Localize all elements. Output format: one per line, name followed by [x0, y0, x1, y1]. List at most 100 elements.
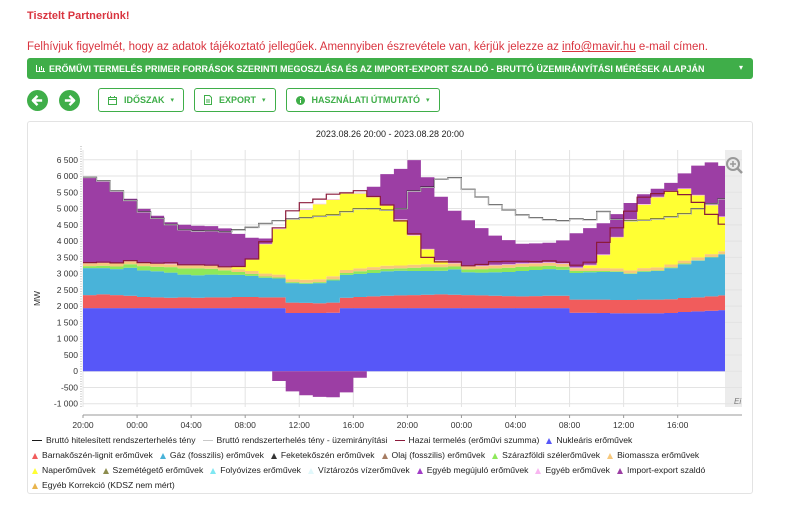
legend-triangle-swatch-icon	[616, 467, 623, 474]
legend-label: Egyéb megújuló erőművek	[426, 465, 529, 475]
y-tick-label: 5 500	[57, 187, 79, 197]
x-tick-label: 00:00	[451, 420, 473, 430]
magnifier-plus-icon[interactable]	[726, 157, 740, 171]
legend-row: Egyéb Korrekció (KDSZ nem mért)	[32, 478, 748, 493]
section-header-bar[interactable]: ERŐMŰVI TERMELÉS PRIMER FORRÁSOK SZERINT…	[27, 58, 753, 79]
previous-period-button[interactable]	[27, 89, 48, 111]
legend-item[interactable]: Bruttó rendszerterhelés tény - üzemirány…	[202, 433, 388, 448]
y-tick-label: 1 500	[57, 317, 79, 327]
y-tick-label: 500	[64, 350, 78, 360]
area-naperomuvek	[83, 189, 725, 280]
legend-item[interactable]: Egyéb erőművek	[535, 463, 610, 478]
notice-after: e-mail címen.	[635, 41, 708, 53]
legend-item[interactable]: Egyéb megújuló erőművek	[416, 463, 529, 478]
legend-label: Folyóvizes erőművek	[220, 465, 301, 475]
area-szarazfoldi-szeleromuvek	[83, 254, 725, 284]
legend-label: Bruttó hitelesített rendszerterhelés tén…	[46, 435, 196, 445]
legend-row: Barnakőszén-lignit erőművek Gáz (fosszili…	[32, 448, 748, 463]
period-dropdown-button[interactable]: IDŐSZAK ▾	[98, 88, 185, 112]
legend-item[interactable]: Gáz (fosszilis) erőművek	[159, 448, 264, 463]
greeting-text: Tisztelt Partnerünk!	[27, 10, 130, 22]
info-circle-icon	[295, 95, 305, 105]
chart-toolbar: IDŐSZAK ▾ EXPORT ▾ HASZNÁLATI ÚTMUTATÓ ▾	[27, 88, 450, 112]
legend-label: Olaj (fosszilis) erőművek	[391, 450, 486, 460]
area-gaz-fosszilis-eromuvek	[83, 254, 725, 304]
legend-label: Feketekőszén erőművek	[280, 450, 375, 460]
email-link[interactable]: info@mavir.hu	[562, 41, 636, 53]
legend-triangle-swatch-icon	[32, 482, 38, 489]
legend-item[interactable]: Nukleáris erőművek	[546, 433, 632, 448]
legend-triangle-swatch-icon	[546, 437, 553, 444]
legend-triangle-swatch-icon	[210, 467, 217, 474]
legend-item[interactable]: Olaj (fosszilis) erőművek	[381, 448, 486, 463]
legend-item[interactable]: Szárazföldi szélerőművek	[492, 448, 600, 463]
legend-item[interactable]: Folyóvizes erőművek	[210, 463, 301, 478]
next-period-button[interactable]	[59, 89, 80, 111]
chart-panel: 2023.08.26 20:00 - 2023.08.28 20:00 -1 0…	[27, 121, 753, 494]
legend-label: Gáz (fosszilis) erőművek	[169, 450, 264, 460]
legend-label: Biomassza erőművek	[617, 450, 700, 460]
section-title: ERŐMŰVI TERMELÉS PRIMER FORRÁSOK SZERINT…	[49, 63, 705, 74]
legend-label: Szemétégető erőművek	[112, 465, 204, 475]
export-dropdown-button[interactable]: EXPORT ▾	[194, 88, 276, 112]
legend-triangle-swatch-icon	[492, 452, 499, 459]
legend-label: Víztározós vízerőművek	[317, 465, 410, 475]
y-tick-label: 4 000	[57, 236, 79, 246]
legend-item[interactable]: Import-export szaldó	[616, 463, 706, 478]
magnifier-handle[interactable]	[736, 167, 743, 174]
bar-chart-icon	[36, 65, 45, 72]
x-tick-label: 20:00	[397, 420, 419, 430]
file-icon	[204, 95, 213, 105]
area-nuklearis-eromuvek	[83, 308, 725, 372]
chart-legend: Bruttó hitelesített rendszerterhelés tén…	[32, 433, 748, 493]
x-tick-label: 16:00	[343, 420, 365, 430]
area-import-export-szaldo	[83, 160, 725, 398]
x-tick-label: 20:00	[72, 420, 94, 430]
section-collapse-caret-icon[interactable]: ▾	[738, 63, 743, 72]
chart-canvas[interactable]: -1 000 -500 0 500 1 000 1 500 2 000 2 500 3 000 3…	[28, 122, 752, 432]
legend-label: Bruttó rendszerterhelés tény - üzemirány…	[216, 435, 388, 445]
legend-item[interactable]: Víztározós vízerőművek	[307, 463, 410, 478]
legend-item[interactable]: Egyéb Korrekció (KDSZ nem mért)	[32, 478, 175, 493]
x-tick-label: 12:00	[613, 420, 635, 430]
legend-label: Szárazföldi szélerőművek	[502, 450, 601, 460]
legend-item[interactable]: Hazai termelés (erőművi szumma)	[394, 433, 540, 448]
legend-line-swatch	[32, 439, 42, 442]
arrow-right-icon	[64, 94, 76, 106]
y-axis-label: MW	[32, 291, 42, 306]
y-tick-label: 2 500	[57, 285, 79, 295]
x-tick-label: 04:00	[505, 420, 527, 430]
legend-item[interactable]: Feketekőszén erőművek	[270, 448, 375, 463]
area-barnakoszen-lignit-eromuvek	[83, 294, 725, 314]
x-tick-label: 08:00	[235, 420, 257, 430]
x-tick-label: 04:00	[180, 420, 202, 430]
user-guide-dropdown-button[interactable]: HASZNÁLATI ÚTMUTATÓ ▾	[285, 88, 440, 112]
legend-label: Egyéb erőművek	[545, 465, 610, 475]
legend-row: Bruttó hitelesített rendszerterhelés tén…	[32, 433, 748, 448]
corner-label: Ei	[734, 397, 741, 406]
legend-item[interactable]: Biomassza erőművek	[607, 448, 699, 463]
y-tick-label: 3 500	[57, 252, 79, 262]
x-tick-label: 12:00	[289, 420, 311, 430]
area-biomassza-eromuvek	[83, 251, 725, 283]
y-tick-label: 5 000	[57, 204, 79, 214]
notice-before: Felhívjuk figyelmét, hogy az adatok tájé…	[27, 41, 563, 53]
y-tick-label: 6 500	[57, 155, 79, 165]
legend-item[interactable]: Barnakőszén-lignit erőművek	[32, 448, 153, 463]
legend-line-swatch	[394, 439, 405, 442]
legend-label: Hazai termelés (erőművi szumma)	[408, 435, 540, 445]
legend-item[interactable]: Bruttó hitelesített rendszerterhelés tén…	[32, 433, 196, 448]
x-tick-label: 00:00	[126, 420, 148, 430]
legend-label: Barnakőszén-lignit erőművek	[42, 450, 153, 460]
legend-triangle-swatch-icon	[32, 452, 38, 459]
legend-triangle-swatch-icon	[32, 467, 38, 474]
legend-triangle-swatch-icon	[102, 467, 109, 474]
period-caret-icon: ▾	[170, 97, 175, 104]
legend-item[interactable]: Szemétégető erőművek	[102, 463, 204, 478]
legend-label: Naperőművek	[42, 465, 96, 475]
export-caret-icon: ▾	[262, 97, 266, 104]
y-tick-label: -1 000	[54, 399, 78, 409]
period-label: IDŐSZAK	[124, 95, 165, 105]
legend-item[interactable]: Naperőművek	[32, 463, 96, 478]
legend-label: Import-export szaldó	[626, 465, 706, 475]
